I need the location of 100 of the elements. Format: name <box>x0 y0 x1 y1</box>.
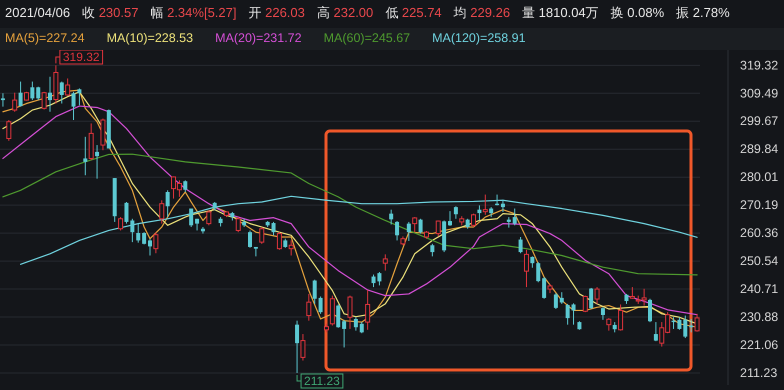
candlestick <box>482 194 488 216</box>
candlestick <box>454 206 458 220</box>
candlestick <box>606 318 612 332</box>
candlestick <box>612 322 617 333</box>
candlestick <box>124 201 128 224</box>
candlestick <box>83 136 88 176</box>
candlestick <box>530 256 534 268</box>
y-tick-label: 260.36 <box>740 226 778 240</box>
candlestick <box>648 298 652 323</box>
candlestick <box>336 304 340 328</box>
candlestick <box>159 200 164 224</box>
min-price-label: 211.23 <box>296 374 344 388</box>
candlestick <box>342 319 346 348</box>
y-tick-label: 221.06 <box>740 338 778 352</box>
y-tick-label: 280.01 <box>740 170 778 184</box>
candlestick <box>95 144 100 180</box>
candlestick <box>589 287 594 310</box>
line-series <box>2 154 698 276</box>
text: 低 225.74 <box>385 5 442 20</box>
candlestick <box>206 210 212 226</box>
candlestick <box>236 216 241 233</box>
candlestick <box>72 91 76 121</box>
candlestick <box>548 283 552 294</box>
candlestick <box>389 209 394 225</box>
candlestick <box>624 293 628 304</box>
candlestick <box>300 334 306 362</box>
y-tick-label: 289.84 <box>740 142 778 156</box>
y-tick-label: 319.32 <box>740 58 778 72</box>
candlestick <box>518 236 523 254</box>
candlestick <box>218 216 223 227</box>
candlestick <box>618 304 624 332</box>
text: 均 229.26 <box>452 5 510 20</box>
candlestick <box>677 316 682 330</box>
candlestick <box>259 226 264 244</box>
candlestick <box>283 238 288 248</box>
text: MA(120)=258.91 <box>432 31 526 45</box>
candlestick <box>348 295 352 330</box>
text: 量 1810.04万 <box>522 5 599 20</box>
candlestick <box>694 313 700 332</box>
max-price-label: 319.32 <box>55 50 104 64</box>
text: 换 0.08% <box>610 5 665 20</box>
candlestick <box>412 216 418 233</box>
candlestick <box>360 322 364 334</box>
candlestick <box>166 190 170 218</box>
y-tick-label: 250.54 <box>740 254 778 268</box>
candlestick <box>189 208 194 228</box>
text: 振 2.78% <box>676 5 730 20</box>
y-tick-label: 309.49 <box>740 86 778 100</box>
candlestick <box>136 223 140 244</box>
candlestick <box>276 232 282 250</box>
candlestick <box>495 194 500 206</box>
candlestick <box>566 303 570 326</box>
candlestick <box>459 216 464 226</box>
candlestick <box>654 322 658 342</box>
annotation: 319.32 <box>62 50 100 64</box>
candlestick <box>312 279 317 304</box>
candlestick <box>288 240 294 256</box>
candlestick <box>582 295 588 313</box>
text: 幅 2.34%[5.27] <box>150 5 236 20</box>
candlestick <box>672 316 676 330</box>
candlestick <box>594 286 600 304</box>
candlestick <box>77 88 82 106</box>
line-series <box>20 196 698 265</box>
candlestick <box>382 254 388 272</box>
candlestick <box>65 78 70 96</box>
candlestick <box>524 249 529 288</box>
text: MA(10)=228.53 <box>106 31 194 45</box>
candlestick <box>600 306 605 320</box>
candlestick <box>436 220 441 237</box>
candlestick <box>448 210 452 226</box>
candlestick <box>536 262 540 283</box>
candlestick <box>248 230 252 248</box>
candlestick <box>295 320 300 374</box>
candlestick <box>130 218 134 243</box>
candlestick <box>183 180 188 193</box>
candlestick <box>272 221 276 236</box>
candlestick <box>377 272 382 286</box>
candlestick <box>466 218 470 230</box>
candlestick <box>18 81 23 108</box>
candlestick <box>148 238 152 256</box>
text: 收 230.57 <box>82 5 138 20</box>
candlestick <box>306 293 312 322</box>
y-tick-label: 211.23 <box>740 366 778 380</box>
candlestick <box>365 289 370 330</box>
y-tick-label: 240.71 <box>740 282 778 296</box>
candlestick <box>60 81 64 104</box>
candlestick <box>12 92 18 112</box>
chart-title: 2021/04/06 <box>5 5 70 20</box>
candlestick <box>395 220 400 241</box>
candlestick <box>430 243 434 257</box>
candlestick <box>153 232 158 254</box>
text: MA(20)=231.72 <box>215 31 302 45</box>
candlestick <box>42 91 47 110</box>
candlestick <box>489 206 494 218</box>
text: MA(5)=227.24 <box>5 31 85 45</box>
text: MA(60)=245.67 <box>324 31 410 45</box>
candlestick <box>630 286 635 300</box>
text: 高 232.00 <box>316 5 374 20</box>
text: 开 226.03 <box>248 5 305 20</box>
candlestick <box>418 218 423 234</box>
